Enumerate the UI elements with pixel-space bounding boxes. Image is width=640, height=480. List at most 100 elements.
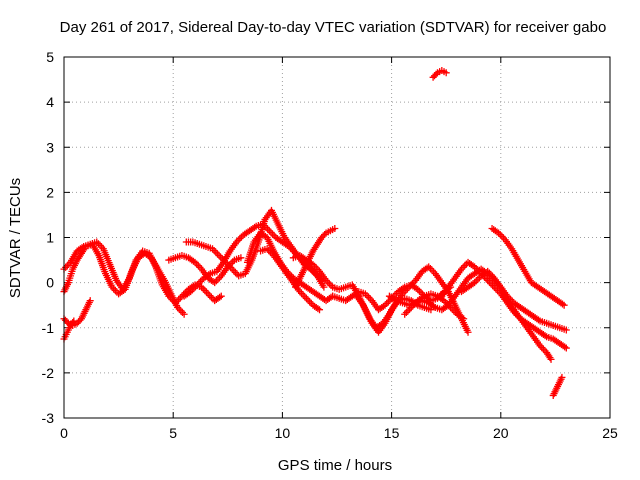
data-point [430, 302, 438, 310]
data-point [426, 265, 434, 273]
data-point [304, 296, 312, 304]
data-point [70, 317, 78, 325]
series-arc-20 [429, 67, 450, 81]
data-point [325, 280, 333, 288]
data-point [558, 373, 566, 381]
y-tick-label: 4 [46, 94, 54, 110]
data-point [558, 300, 566, 308]
data-point [331, 224, 339, 232]
data-point [321, 230, 329, 238]
series-arc-1 [60, 297, 94, 329]
y-tick-label: 3 [46, 139, 54, 155]
data-point [316, 306, 324, 314]
data-point [562, 326, 570, 334]
data-point [62, 263, 70, 271]
data-point [419, 293, 427, 301]
data-point [178, 309, 186, 317]
data-point [320, 283, 328, 291]
data-point [464, 328, 472, 336]
data-point [390, 296, 398, 304]
data-point [365, 293, 373, 301]
data-point [302, 294, 310, 302]
y-tick-label: -1 [42, 320, 55, 336]
series-arc-3 [60, 240, 188, 318]
data-point [236, 235, 244, 243]
data-point [233, 270, 241, 278]
series-arc-11 [292, 224, 339, 291]
x-tick-label: 15 [384, 425, 400, 441]
data-point [301, 293, 309, 301]
data-point [498, 232, 506, 240]
data-point [201, 287, 209, 295]
y-tick-label: 1 [46, 230, 54, 246]
data-point [251, 223, 259, 231]
data-points [60, 67, 570, 399]
data-point [212, 277, 220, 285]
y-tick-label: -2 [42, 365, 55, 381]
data-point [401, 310, 409, 318]
data-point [180, 310, 188, 318]
data-point [63, 318, 71, 326]
data-point [212, 248, 220, 256]
data-point [217, 292, 225, 300]
data-point [541, 332, 549, 340]
x-tick-label: 5 [169, 425, 177, 441]
data-point [534, 316, 542, 324]
data-point [69, 318, 77, 326]
data-point [237, 254, 245, 262]
data-point [306, 298, 314, 306]
axis-ticks: 0 5 10 15 20 25 -3 -2 -1 0 1 2 3 4 5 [42, 49, 618, 441]
plot-frame [63, 56, 611, 419]
chart-title: Day 261 of 2017, Sidereal Day-to-day VTE… [60, 19, 607, 36]
data-point [404, 307, 412, 315]
x-axis-label: GPS time / hours [278, 457, 392, 474]
x-tick-label: 20 [493, 425, 509, 441]
data-point [562, 344, 570, 352]
data-point [213, 250, 221, 258]
series-arc-15 [401, 290, 468, 323]
series-arc-19 [549, 373, 566, 399]
data-point [264, 225, 272, 233]
data-point [177, 307, 185, 315]
data-point [267, 228, 275, 236]
data-point [442, 69, 450, 77]
data-point [299, 291, 307, 299]
y-tick-label: 0 [46, 275, 54, 291]
data-point [458, 314, 466, 322]
data-point [206, 292, 214, 300]
data-point [314, 305, 322, 313]
data-point [560, 301, 568, 309]
data-point [216, 293, 224, 301]
grid [64, 57, 610, 418]
series-arc-17 [457, 267, 555, 363]
data-point [86, 297, 94, 305]
series-arc-18 [488, 224, 568, 309]
x-tick-label: 0 [60, 425, 68, 441]
data-point [402, 309, 410, 317]
data-point [460, 315, 468, 323]
data-point [561, 343, 569, 351]
data-point [484, 276, 492, 284]
data-point [539, 345, 547, 353]
x-tick-label: 25 [602, 425, 618, 441]
data-point [194, 262, 202, 270]
data-point [63, 262, 71, 270]
data-point [265, 227, 273, 235]
series-arc-9 [257, 245, 324, 314]
data-point [485, 278, 493, 286]
data-point [474, 275, 482, 283]
x-tick-label: 10 [275, 425, 291, 441]
y-axis-label: SDTVAR / TECUs [7, 178, 24, 298]
data-point [215, 252, 223, 260]
data-point [203, 288, 211, 296]
y-tick-label: 5 [46, 49, 54, 65]
data-point [432, 70, 440, 78]
y-tick-label: 2 [46, 184, 54, 200]
data-point [547, 355, 555, 363]
data-point [204, 290, 212, 298]
data-point [230, 267, 238, 275]
y-tick-label: -3 [42, 410, 55, 426]
data-point [197, 277, 204, 285]
data-point [269, 230, 277, 238]
